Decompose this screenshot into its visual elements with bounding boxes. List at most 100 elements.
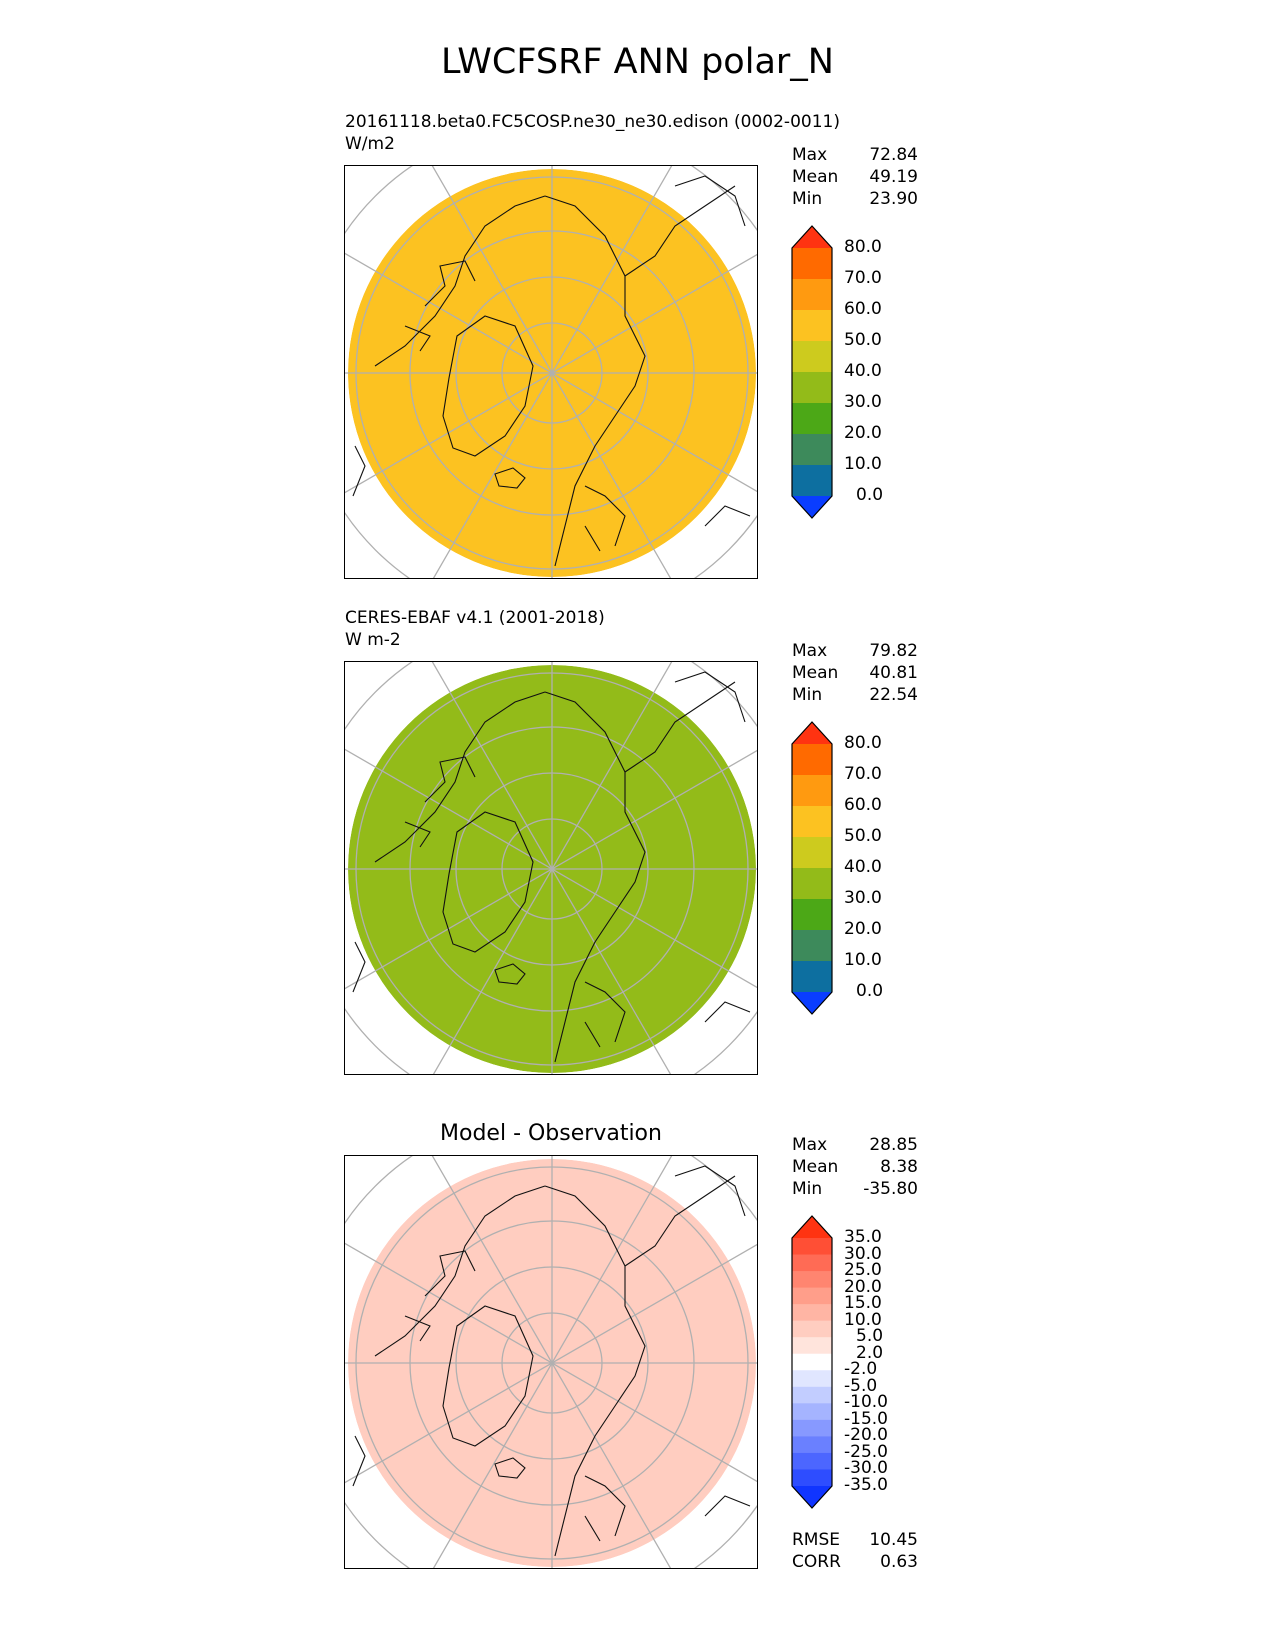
colorbar-segment (792, 1386, 832, 1404)
stat-row-mean: Mean 40.81 (792, 662, 918, 684)
model-units: W/m2 (345, 134, 395, 154)
colorbar-segment (792, 248, 832, 280)
colorbar-segment (792, 775, 832, 807)
model-stats: Max 72.84 Mean 49.19 Min 23.90 (792, 144, 918, 210)
colorbar-tick-label: 70.0 (844, 764, 882, 784)
colorbar-segment (792, 961, 832, 993)
colorbar-tick-label: -35.0 (844, 1475, 888, 1495)
stat-row-max: Max 79.82 (792, 640, 918, 662)
colorbar-tick-label: -15.0 (844, 1408, 888, 1429)
stat-value: 0.63 (880, 1552, 918, 1572)
colorbar-tick-label: 60.0 (844, 795, 882, 815)
stat-row-corr: CORR 0.63 (792, 1551, 918, 1573)
stat-value: 40.81 (869, 663, 918, 683)
stat-value: 72.84 (869, 145, 918, 165)
colorbar-segment (792, 1469, 832, 1487)
diff-error-stats: RMSE 10.45 CORR 0.63 (792, 1529, 918, 1573)
colorbar-extend-min (792, 992, 832, 1014)
colorbar-tick-label: 5.0 (856, 1326, 884, 1347)
colorbar-tick-label: 40.0 (844, 857, 882, 877)
colorbar-tick-label: 20.0 (844, 423, 882, 443)
colorbar-segment (792, 465, 832, 497)
colorbar-tick-label: 15.0 (844, 1293, 882, 1314)
colorbar-tick-label: -10.0 (844, 1392, 888, 1413)
stat-value: 49.19 (869, 167, 918, 187)
colorbar-tick-label: 80.0 (844, 237, 882, 257)
colorbar-tick-label: 60.0 (844, 299, 882, 319)
colorbar-segment (792, 1337, 832, 1355)
stat-row-mean: Mean 8.38 (792, 1156, 918, 1178)
diff-colorbar (791, 1215, 833, 1509)
colorbar-tick-label: 10.0 (844, 950, 882, 970)
map-coastlines (352, 175, 751, 567)
colorbar-segment (792, 1271, 832, 1289)
stat-value: 28.85 (869, 1135, 918, 1155)
colorbar-segment (792, 1254, 832, 1272)
colorbar-segment (792, 837, 832, 869)
stat-label: Min (792, 1179, 823, 1199)
colorbar-segment (792, 310, 832, 342)
stat-label: Mean (792, 167, 839, 187)
colorbar-tick-label: 50.0 (844, 826, 882, 846)
stat-row-mean: Mean 49.19 (792, 166, 918, 188)
colorbar-segment (792, 279, 832, 311)
model-colorbar (791, 225, 833, 519)
colorbar-tick-label: -25.0 (844, 1441, 888, 1462)
stat-value: 8.38 (880, 1157, 918, 1177)
colorbar-tick-label: 80.0 (844, 733, 882, 753)
colorbar-tick-label: 30.0 (844, 1243, 882, 1264)
stat-value: -35.80 (863, 1179, 918, 1199)
stat-value: 79.82 (869, 641, 918, 661)
colorbar-tick-label: 50.0 (844, 330, 882, 350)
colorbar-outline (791, 721, 833, 1015)
colorbar-tick-label: 20.0 (844, 919, 882, 939)
model-panel-title: 20161118.beta0.FC5COSP.ne30_ne30.edison … (345, 111, 840, 155)
colorbar-tick-label: 2.0 (856, 1342, 884, 1363)
colorbar-segment (792, 806, 832, 838)
colorbar-tick-label: 35.0 (844, 1227, 882, 1247)
map-coastlines (352, 1165, 751, 1557)
colorbar-outline (791, 225, 833, 519)
stat-row-max: Max 72.84 (792, 144, 918, 166)
obs-units: W m-2 (345, 630, 401, 650)
colorbar-segment (792, 930, 832, 962)
colorbar-segment (792, 341, 832, 373)
stat-row-min: Min 23.90 (792, 188, 918, 210)
colorbar-segment (792, 1287, 832, 1305)
colorbar-segment (792, 403, 832, 435)
colorbar-extend-min (792, 1486, 832, 1508)
stat-label: CORR (792, 1552, 841, 1572)
stat-label: Min (792, 685, 823, 705)
colorbar-segment (792, 1370, 832, 1388)
colorbar-tick-label: -20.0 (844, 1425, 888, 1446)
colorbar-tick-label: 0.0 (856, 485, 884, 505)
colorbar-outline (791, 1215, 833, 1509)
map-coastlines (352, 671, 751, 1063)
colorbar-tick-label: -30.0 (844, 1458, 888, 1479)
stat-value: 23.90 (869, 189, 918, 209)
stat-row-min: Min 22.54 (792, 684, 918, 706)
colorbar-tick-label: 40.0 (844, 361, 882, 381)
stat-label: RMSE (792, 1530, 841, 1550)
colorbar-extend-max (792, 1216, 832, 1238)
colorbar-segment (792, 1436, 832, 1454)
map-gridlines (345, 662, 757, 1074)
stat-label: Min (792, 189, 823, 209)
diff-polar-map (344, 1155, 758, 1569)
colorbar-segment (792, 1419, 832, 1437)
colorbar-tick-label: 70.0 (844, 268, 882, 288)
stat-row-rmse: RMSE 10.45 (792, 1529, 918, 1551)
colorbar-segment (792, 1353, 832, 1371)
colorbar-tick-label: 10.0 (844, 1309, 882, 1330)
model-polar-map (344, 165, 758, 579)
colorbar-segment (792, 1452, 832, 1470)
colorbar-tick-label: 0.0 (856, 981, 884, 1001)
stat-label: Max (792, 641, 828, 661)
stat-label: Mean (792, 1157, 839, 1177)
stat-label: Mean (792, 663, 839, 683)
colorbar-segment (792, 1238, 832, 1256)
stat-label: Max (792, 145, 828, 165)
colorbar-segment (792, 372, 832, 404)
colorbar-extend-min (792, 496, 832, 518)
diff-panel-title: Model - Observation (440, 1121, 662, 1146)
